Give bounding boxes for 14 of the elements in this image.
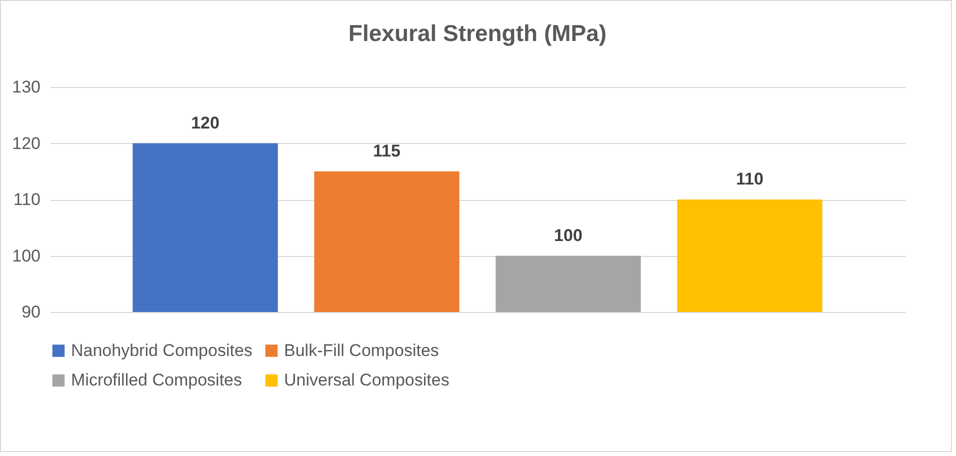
y-tick-label: 120	[12, 134, 40, 153]
data-label: 100	[554, 226, 582, 245]
legend-label: Universal Composites	[284, 370, 450, 390]
data-label: 115	[373, 141, 400, 160]
chart-title: Flexural Strength (MPa)	[348, 20, 607, 46]
y-tick-label: 90	[22, 302, 40, 322]
y-tick-label: 110	[13, 190, 40, 209]
data-label: 110	[736, 170, 764, 188]
legend-label: Bulk-Fill Composites	[284, 340, 439, 360]
legend-label: Nanohybrid Composites	[71, 340, 252, 360]
y-tick-label: 130	[12, 78, 40, 96]
data-label: 120	[191, 113, 220, 132]
legend-label: Microfilled Composites	[71, 370, 242, 390]
y-tick-label: 100	[12, 246, 40, 266]
